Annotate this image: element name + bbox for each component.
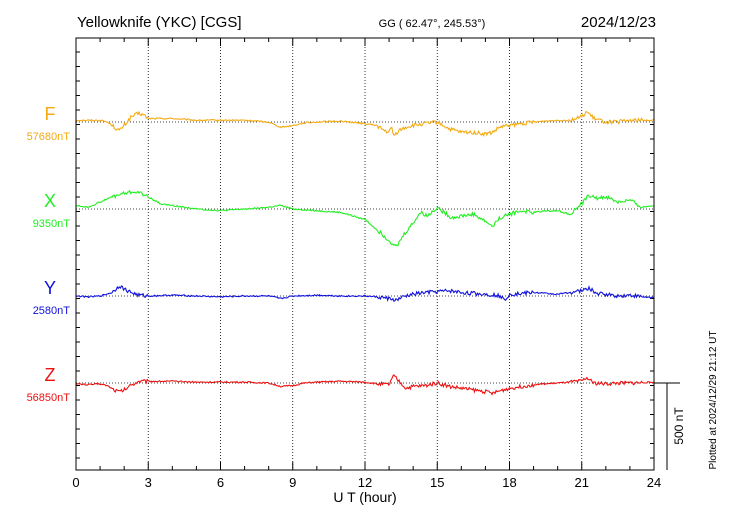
plotted-timestamp: Plotted at 2024/12/29 21:12 UT <box>708 331 719 470</box>
x-axis-label: U T (hour) <box>333 489 396 505</box>
x-tick-label: 9 <box>289 475 296 490</box>
component-labels: F 57680nT X 9350nT Y 2580nT Z 56850nT <box>27 104 71 404</box>
component-traces <box>75 110 655 396</box>
x-tick-label: 18 <box>502 475 516 490</box>
minor-ticks <box>75 38 655 470</box>
x-tick-label: 0 <box>72 475 79 490</box>
baseline-value-y: 2580nT <box>33 305 71 317</box>
baseline-value-z: 56850nT <box>27 392 71 404</box>
x-tick-label: 6 <box>217 475 224 490</box>
scale-bar-label: 500 nT <box>672 407 686 445</box>
vertical-gridlines <box>147 38 583 470</box>
trace-x <box>75 189 655 247</box>
scale-bar: 500 nT <box>654 382 686 470</box>
baseline-value-f: 57680nT <box>27 131 71 143</box>
component-letter-z: Z <box>45 365 56 385</box>
trace-f <box>75 110 654 137</box>
plot-frame <box>75 37 655 471</box>
component-letter-y: Y <box>44 278 56 298</box>
component-letter-x: X <box>44 191 56 211</box>
x-tick-label: 24 <box>647 475 661 490</box>
x-tick-label: 15 <box>430 475 444 490</box>
x-axis-tick-labels: 0 3 6 9 12 15 18 21 24 <box>72 475 661 490</box>
trace-y <box>75 285 654 303</box>
baseline-value-x: 9350nT <box>33 218 71 230</box>
x-tick-label: 21 <box>575 475 589 490</box>
station-coordinates: GG ( 62.47°, 245.53°) <box>379 18 486 30</box>
station-title: Yellowknife (YKC) [CGS] <box>77 14 242 31</box>
trace-z <box>75 374 655 396</box>
x-tick-label: 3 <box>145 475 152 490</box>
x-tick-label: 12 <box>358 475 372 490</box>
component-letter-f: F <box>45 104 56 124</box>
plot-date: 2024/12/23 <box>581 14 656 31</box>
